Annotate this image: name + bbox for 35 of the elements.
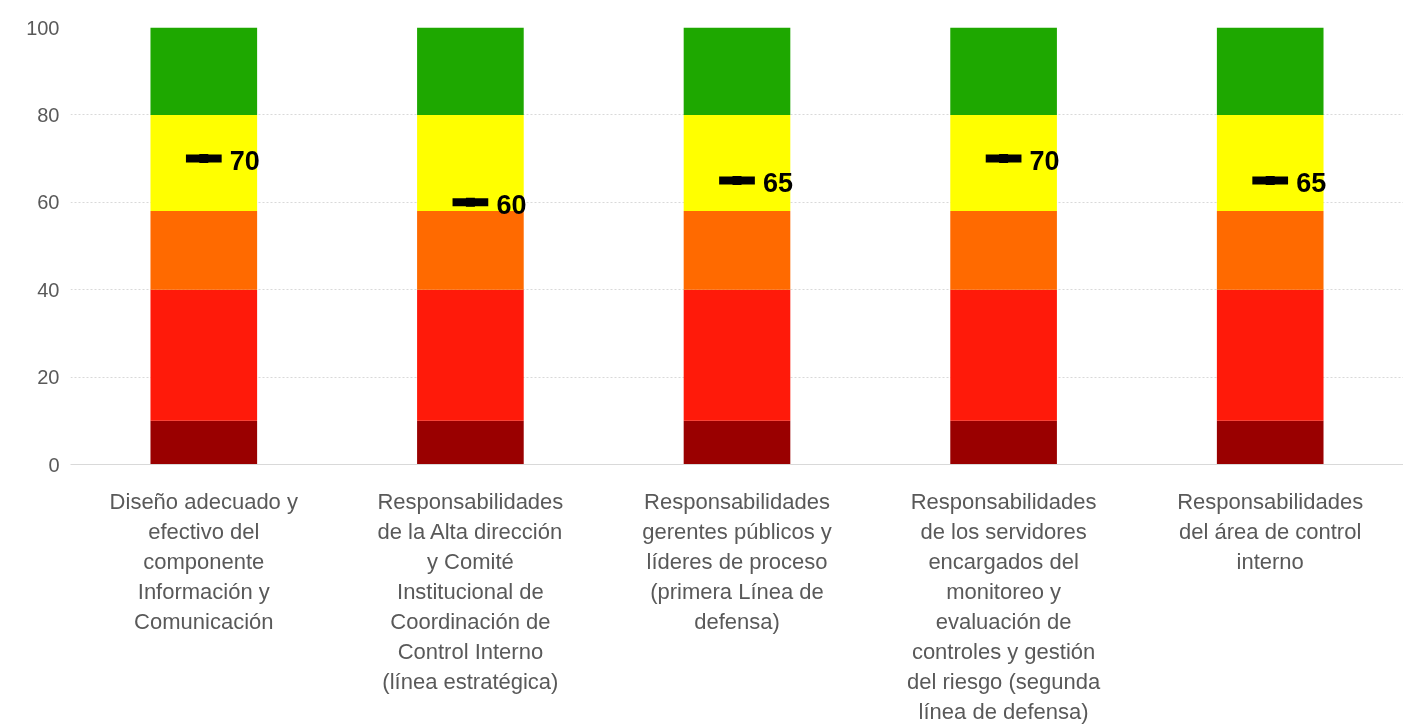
x-tick-label: Responsabilidades del área de control interno <box>1177 488 1364 574</box>
bar <box>417 27 524 115</box>
bar <box>150 114 258 212</box>
bar <box>1216 420 1324 465</box>
bar <box>683 27 791 115</box>
bar <box>150 211 258 290</box>
bar <box>1216 114 1324 212</box>
bar <box>950 289 1057 421</box>
bar <box>683 114 791 212</box>
y-tick-label: 100 <box>26 16 60 39</box>
bar <box>1216 27 1324 115</box>
bar <box>683 420 791 465</box>
y-tick-label: 0 <box>48 453 60 476</box>
bar <box>683 289 791 421</box>
bar <box>683 211 791 290</box>
bar <box>150 27 258 115</box>
bar <box>950 420 1057 465</box>
y-tick-label: 20 <box>37 366 60 389</box>
y-tick-label: 80 <box>37 103 60 126</box>
bar <box>150 420 258 465</box>
x-tick-label: Responsabilidades de la Alta dirección y Comité Institucional de Coordinación de Control Interno (línea estratégica) <box>377 488 564 694</box>
bar <box>1216 211 1324 290</box>
x-tick-label: Diseño adecuado y efectivo del componente Información y Comunicación <box>109 488 298 634</box>
bar <box>1216 289 1324 421</box>
bar <box>417 289 524 421</box>
bar <box>950 114 1057 212</box>
bar <box>950 27 1057 115</box>
bar <box>150 289 258 421</box>
bar <box>417 114 524 212</box>
x-tick-label: Responsabilidades de los servidores encargados del monitoreo y evaluación de controles y gestión del riesgo (segunda línea de defensa) <box>906 488 1101 724</box>
x-tick-label: Responsabilidades gerentes públicos y líderes de proceso (primera Línea de defensa) <box>642 488 832 634</box>
y-tick-label: 60 <box>37 191 60 214</box>
y-tick-label: 40 <box>37 278 60 301</box>
bar <box>950 211 1057 290</box>
bar <box>417 420 524 465</box>
